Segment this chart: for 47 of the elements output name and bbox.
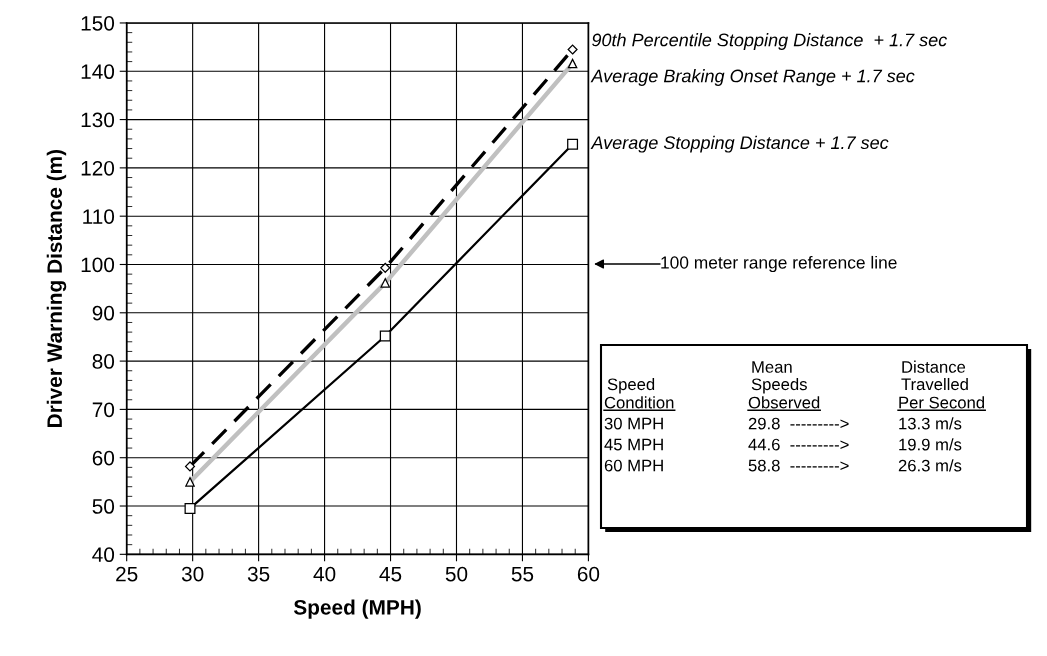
- y-tick-label: 60: [92, 450, 115, 466]
- point: [184, 461, 196, 472]
- y-axis-title: Driver Warning Distance (m): [46, 149, 67, 427]
- text: 26.3 m/s: [898, 459, 962, 472]
- text: 44.6 --------->: [748, 438, 849, 451]
- y-tick-label: 90: [92, 305, 115, 321]
- text: 60 MPH: [604, 459, 663, 472]
- y-tick-label: 100: [81, 257, 115, 273]
- y-tick-label: 110: [83, 209, 115, 224]
- point: [567, 138, 579, 150]
- y-tick-label: 70: [92, 402, 115, 418]
- point: [380, 262, 391, 273]
- text: Condition: [604, 396, 674, 409]
- text: 29.8 --------->: [748, 417, 849, 430]
- y-tick-label: 40: [92, 547, 115, 563]
- text: 30 MPH: [604, 417, 663, 430]
- point: [184, 502, 196, 514]
- y-tick-label: 120: [81, 160, 115, 176]
- x-tick-label: 30: [181, 566, 204, 582]
- point: [379, 330, 391, 342]
- text: 45 MPH: [604, 438, 663, 451]
- text: Mean Speeds: [751, 361, 807, 394]
- text: Distance Travelled: [901, 360, 968, 391]
- series-label: Average Braking Onset Range + 1.7 sec: [590, 69, 915, 86]
- text: 58.8 --------->: [748, 459, 849, 472]
- x-tick-label: 60: [577, 566, 600, 582]
- series-label: 90th Percentile Stopping Distance + 1.7 sec: [592, 33, 948, 50]
- series-label: Average Stopping Distance + 1.7 sec: [590, 135, 889, 153]
- y-tick-label: 80: [92, 354, 115, 369]
- x-tick-label: 35: [247, 566, 270, 582]
- text: 19.9 m/s: [899, 438, 962, 451]
- x-tick-label: 45: [379, 566, 402, 582]
- x-tick-label: 50: [445, 566, 468, 582]
- text: Speed: [607, 377, 655, 394]
- x-tick-label: 25: [116, 566, 138, 582]
- text: Observed: [748, 396, 820, 409]
- x-tick-label: 55: [511, 566, 534, 582]
- y-tick-label: 150: [81, 15, 115, 31]
- y-tick-label: 130: [81, 112, 115, 128]
- text: 13.3 m/s: [899, 417, 962, 430]
- text: 100 meter range reference line: [661, 255, 897, 273]
- text: Per Second: [899, 396, 985, 409]
- x-axis-title: Speed (MPH): [293, 599, 421, 619]
- x-tick-label: 40: [313, 566, 336, 582]
- y-tick-label: 140: [81, 64, 115, 80]
- point: [567, 44, 578, 55]
- y-tick-label: 50: [92, 499, 115, 514]
